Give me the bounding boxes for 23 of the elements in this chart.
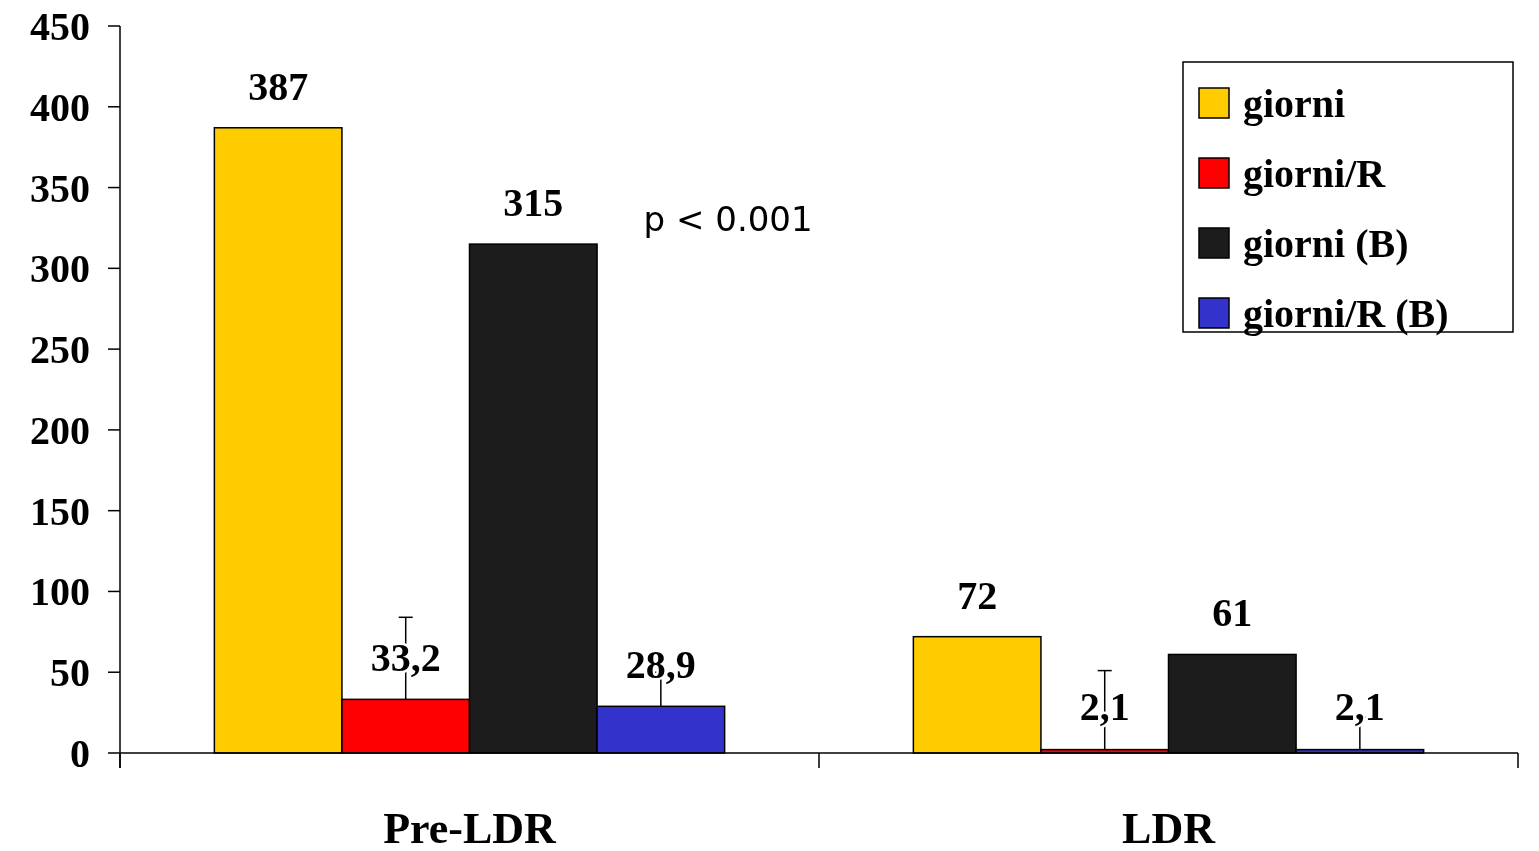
y-tick-label: 150 (30, 488, 90, 534)
y-tick-label: 400 (30, 84, 90, 130)
y-tick-label: 0 (70, 731, 90, 776)
y-tick-label: 200 (30, 407, 90, 453)
data-label: 315 (503, 180, 564, 226)
y-tick-label: 300 (30, 246, 90, 292)
legend-label: giorni (1243, 81, 1346, 126)
y-tick-label: 100 (30, 569, 90, 615)
data-label: 387 (248, 63, 309, 109)
x-tick-label: Pre-LDR (383, 804, 558, 851)
data-label: 28,9 (625, 642, 696, 688)
data-label: 61 (1212, 590, 1253, 636)
legend-label: giorni (B) (1243, 221, 1409, 266)
data-label: 2,1 (1334, 683, 1385, 729)
x-tick-label: LDR (1122, 804, 1217, 851)
y-tick-label: 350 (30, 165, 90, 211)
legend-label: giorni/R (B) (1243, 291, 1449, 336)
y-tick-label: 250 (30, 327, 90, 373)
y-tick-label: 50 (50, 650, 90, 696)
annotation: p < 0.001 (643, 199, 813, 239)
y-tick-label: 450 (30, 4, 90, 49)
data-label: 72 (957, 572, 998, 618)
legend-label: giorni/R (1243, 151, 1387, 196)
